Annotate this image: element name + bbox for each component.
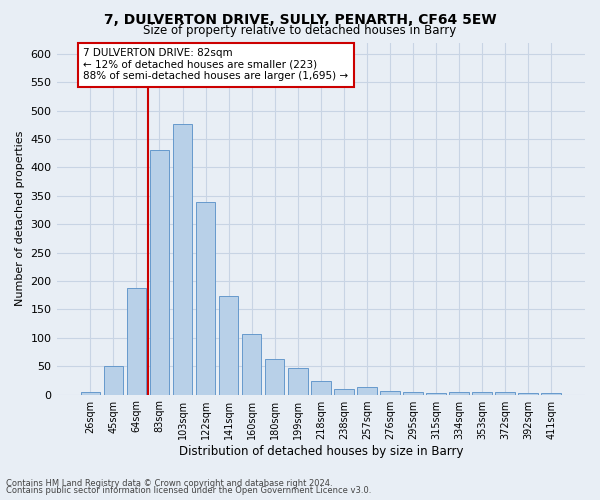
- Bar: [149, 150, 169, 394]
- Text: Contains HM Land Registry data © Crown copyright and database right 2024.: Contains HM Land Registry data © Crown c…: [6, 478, 332, 488]
- Bar: [80, 392, 100, 394]
- Bar: [196, 202, 215, 394]
- Bar: [104, 366, 123, 394]
- Bar: [541, 393, 561, 394]
- Y-axis label: Number of detached properties: Number of detached properties: [15, 131, 25, 306]
- X-axis label: Distribution of detached houses by size in Barry: Distribution of detached houses by size …: [179, 444, 463, 458]
- Bar: [288, 368, 308, 394]
- Text: Contains public sector information licensed under the Open Government Licence v3: Contains public sector information licen…: [6, 486, 371, 495]
- Text: Size of property relative to detached houses in Barry: Size of property relative to detached ho…: [143, 24, 457, 37]
- Bar: [403, 392, 423, 394]
- Bar: [311, 381, 331, 394]
- Bar: [449, 392, 469, 394]
- Bar: [127, 288, 146, 395]
- Bar: [334, 389, 353, 394]
- Bar: [380, 390, 400, 394]
- Bar: [472, 392, 492, 394]
- Text: 7, DULVERTON DRIVE, SULLY, PENARTH, CF64 5EW: 7, DULVERTON DRIVE, SULLY, PENARTH, CF64…: [104, 12, 496, 26]
- Bar: [496, 392, 515, 394]
- Bar: [265, 360, 284, 394]
- Text: 7 DULVERTON DRIVE: 82sqm
← 12% of detached houses are smaller (223)
88% of semi-: 7 DULVERTON DRIVE: 82sqm ← 12% of detach…: [83, 48, 349, 82]
- Bar: [219, 296, 238, 394]
- Bar: [518, 393, 538, 394]
- Bar: [173, 124, 193, 394]
- Bar: [242, 334, 262, 394]
- Bar: [357, 387, 377, 394]
